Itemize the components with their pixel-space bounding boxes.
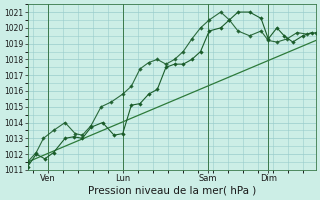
- X-axis label: Pression niveau de la mer( hPa ): Pression niveau de la mer( hPa ): [88, 186, 256, 196]
